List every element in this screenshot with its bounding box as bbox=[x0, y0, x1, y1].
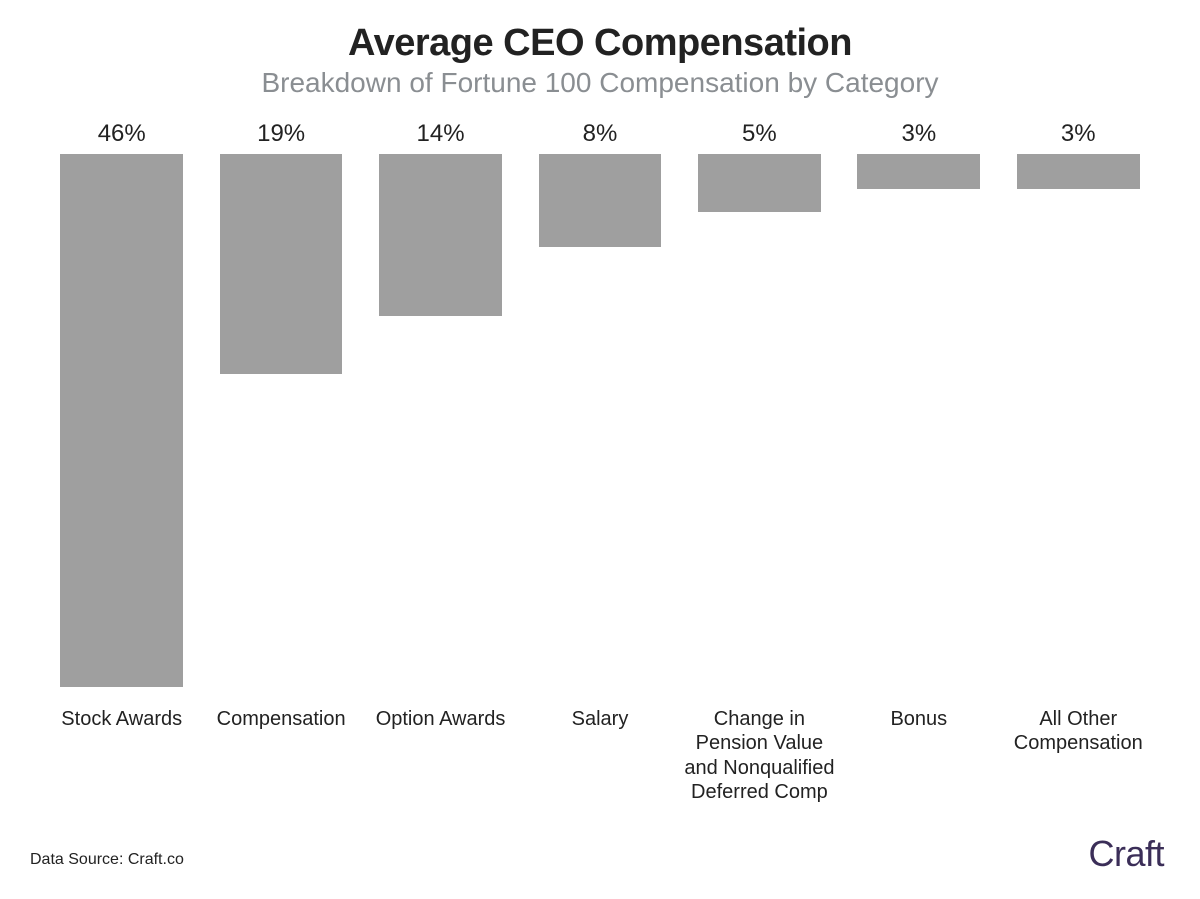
bar-slot: 5%Change in Pension Value and Nonqualifi… bbox=[690, 120, 829, 699]
bar-chart: 46%Stock Awards19%Compensation14%Option … bbox=[52, 120, 1148, 699]
bar-category-label: All Other Compensation bbox=[1002, 707, 1155, 756]
bar-rect bbox=[220, 154, 343, 374]
bar-rect bbox=[60, 154, 183, 687]
bar-category-label: Option Awards bbox=[364, 707, 517, 731]
data-source-label: Data Source: Craft.co bbox=[30, 851, 184, 869]
bar-slot: 8%Salary bbox=[530, 120, 669, 699]
bar-value-label: 5% bbox=[742, 120, 777, 148]
bar-category-label: Stock Awards bbox=[45, 707, 198, 731]
bar-category-label: Salary bbox=[523, 707, 676, 731]
bar-slot: 3%All Other Compensation bbox=[1009, 120, 1148, 699]
bar-slot: 19%Compensation bbox=[211, 120, 350, 699]
chart-subtitle: Breakdown of Fortune 100 Compensation by… bbox=[0, 67, 1200, 99]
bar-value-label: 3% bbox=[1061, 120, 1096, 148]
bar-value-label: 8% bbox=[583, 120, 618, 148]
bar-slot: 46%Stock Awards bbox=[52, 120, 191, 699]
bar-slot: 14%Option Awards bbox=[371, 120, 510, 699]
bar-rect bbox=[1017, 154, 1140, 189]
bar-category-label: Compensation bbox=[204, 707, 357, 731]
bar-value-label: 46% bbox=[98, 120, 146, 148]
bar-rect bbox=[379, 154, 502, 316]
bar-rect bbox=[698, 154, 821, 212]
bar-value-label: 3% bbox=[901, 120, 936, 148]
chart-title: Average CEO Compensation bbox=[0, 0, 1200, 65]
bar-value-label: 19% bbox=[257, 120, 305, 148]
bar-rect bbox=[857, 154, 980, 189]
bar-slot: 3%Bonus bbox=[849, 120, 988, 699]
bar-category-label: Change in Pension Value and Nonqualified… bbox=[683, 707, 836, 805]
bar-category-label: Bonus bbox=[842, 707, 995, 731]
bar-rect bbox=[539, 154, 662, 247]
bar-value-label: 14% bbox=[417, 120, 465, 148]
brand-logo: Craft bbox=[1088, 833, 1164, 875]
